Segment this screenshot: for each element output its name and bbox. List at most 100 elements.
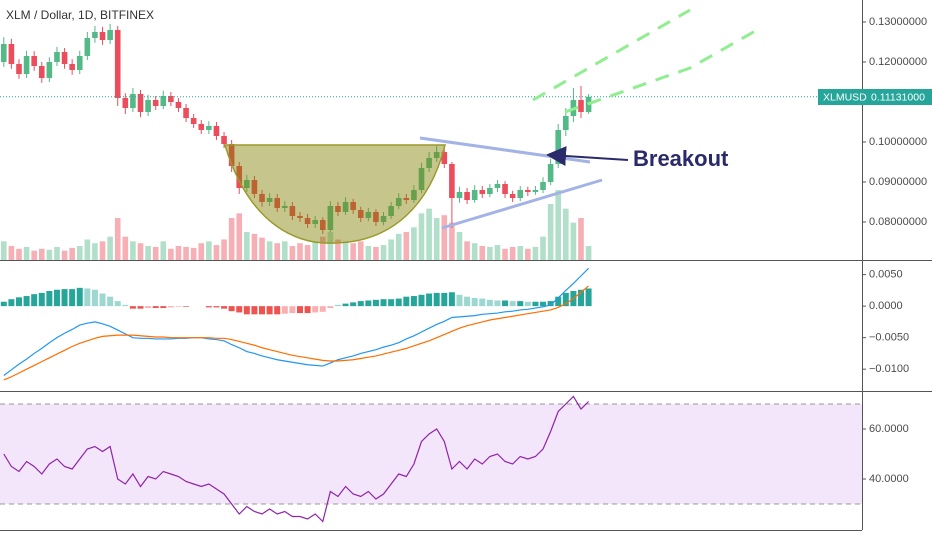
macd-histogram-bar xyxy=(456,294,463,307)
candle-body xyxy=(540,182,546,190)
macd-histogram-bar xyxy=(388,299,395,307)
macd-histogram-bar xyxy=(509,301,516,307)
volume-bar xyxy=(259,237,265,260)
volume-bar xyxy=(373,246,379,260)
volume-bar xyxy=(84,239,91,260)
macd-histogram-bar xyxy=(8,299,15,307)
macd-histogram-bar xyxy=(266,306,273,315)
y-tick-label: 0.09000000 xyxy=(869,176,927,188)
y-tick-label: −0.0100 xyxy=(869,363,909,375)
macd-histogram-bar xyxy=(486,299,493,307)
candle-body xyxy=(213,126,220,136)
cup-pattern xyxy=(223,144,446,244)
macd-histogram-bar xyxy=(236,306,243,313)
macd-histogram-bar xyxy=(228,306,235,312)
macd-histogram-bar xyxy=(334,304,341,307)
macd-histogram-bar xyxy=(524,301,531,307)
volume-bar xyxy=(152,246,159,260)
marks-layer xyxy=(0,24,862,523)
candle-body xyxy=(282,206,288,208)
volume-bar xyxy=(365,246,372,260)
volume-bar xyxy=(464,241,470,260)
volume-bar xyxy=(403,232,410,260)
macd-histogram-bar xyxy=(365,300,372,307)
volume-bar xyxy=(304,245,311,260)
candle-body xyxy=(395,198,402,206)
projection-line xyxy=(532,8,691,102)
candle-body xyxy=(122,98,129,108)
volume-bar xyxy=(456,232,463,260)
macd-histogram-bar xyxy=(327,306,334,309)
volume-bar xyxy=(585,246,592,260)
volume-bar xyxy=(433,218,440,260)
rsi-line xyxy=(3,395,590,523)
trendline-lower xyxy=(441,178,603,230)
volume-bar xyxy=(449,222,455,260)
macd-histogram-bar xyxy=(357,301,364,307)
macd-histogram-bar xyxy=(91,289,98,307)
macd-histogram-bar xyxy=(114,301,121,307)
macd-histogram-bar xyxy=(479,298,486,307)
volume-bar xyxy=(54,246,60,260)
y-tick-label: 0.13000000 xyxy=(869,16,927,28)
candle-body xyxy=(289,206,296,216)
volume-bar xyxy=(107,236,113,260)
y-tick-label: 40.0000 xyxy=(869,473,909,485)
breakout-arrow xyxy=(546,146,629,167)
candle-body xyxy=(517,190,524,198)
volume-bar xyxy=(122,236,129,260)
candle-body xyxy=(137,94,144,112)
volume-bar xyxy=(206,241,212,260)
macd-histogram-bar xyxy=(99,293,106,307)
volume-bar xyxy=(0,241,7,260)
candle-body xyxy=(206,126,212,130)
macd-line xyxy=(3,267,590,376)
macd-histogram-bar xyxy=(69,289,76,307)
macd-histogram-bar xyxy=(532,301,539,307)
volume-bar xyxy=(532,246,539,260)
volume-bar xyxy=(69,247,75,260)
volume-bar xyxy=(274,243,281,260)
macd-histogram-bar xyxy=(517,301,524,307)
candle-body xyxy=(168,96,174,102)
volume-bar xyxy=(92,243,98,260)
volume-bar xyxy=(114,218,121,260)
macd-histogram-bar xyxy=(410,296,417,307)
macd-histogram-bar xyxy=(213,306,220,308)
volume-bar xyxy=(479,246,486,260)
volume-bar xyxy=(297,243,303,260)
volume-bar xyxy=(221,239,227,260)
candle-body xyxy=(487,188,493,194)
macd-histogram-bar xyxy=(0,301,7,307)
candle-body xyxy=(350,202,356,210)
macd-histogram-bar xyxy=(403,296,410,307)
macd-histogram-bar xyxy=(167,306,174,308)
candle-body xyxy=(228,144,235,166)
volume-bar xyxy=(16,248,22,260)
macd-histogram-bar xyxy=(342,303,349,307)
candle-body xyxy=(319,220,326,230)
candle-body xyxy=(357,210,364,218)
volume-bar xyxy=(289,246,296,260)
candle-body xyxy=(426,158,432,168)
candle-body xyxy=(373,212,379,222)
candle-body xyxy=(54,52,60,62)
volume-bar xyxy=(380,245,387,260)
macd-histogram-bar xyxy=(38,292,45,307)
candle-body xyxy=(46,62,53,78)
volume-bar xyxy=(547,204,554,260)
macd-histogram-bar xyxy=(464,296,471,307)
macd-histogram-bar xyxy=(547,301,554,307)
y-tick-label: 0.12000000 xyxy=(869,56,927,68)
y-tick-label: 0.0000 xyxy=(869,300,903,312)
candle-body xyxy=(380,216,387,222)
volume-bar xyxy=(282,241,288,260)
candle-body xyxy=(0,44,7,62)
macd-histogram-bar xyxy=(281,306,288,314)
macd-histogram-bar xyxy=(304,306,311,314)
macd-histogram-bar xyxy=(152,306,159,309)
candle-body xyxy=(365,212,372,218)
candle-body xyxy=(441,152,448,164)
macd-histogram-bar xyxy=(183,306,190,307)
volume-bar xyxy=(228,218,235,260)
